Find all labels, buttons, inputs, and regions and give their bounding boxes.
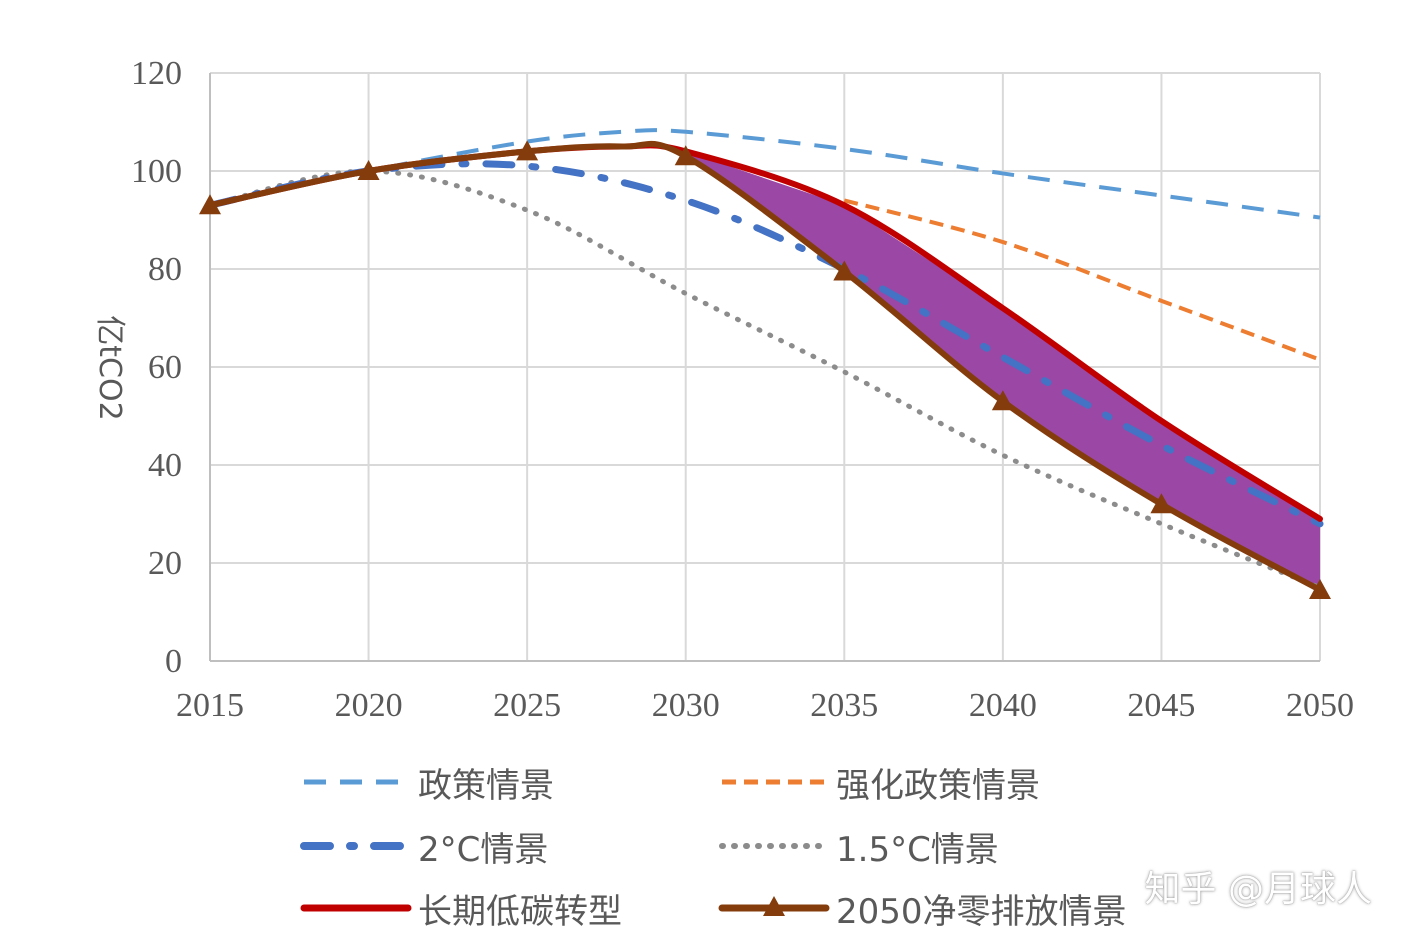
x-tick-labels: 2015 2020 2025 2030 2035 2040 2045 2050 [176, 687, 1354, 724]
x-tick-label: 2015 [176, 687, 244, 724]
y-tick-label: 60 [148, 349, 182, 386]
grid [209, 72, 1321, 662]
triangle-marker [674, 145, 697, 166]
watermark: 知乎 @月球人 [1144, 869, 1372, 910]
x-tick-label: 2030 [652, 687, 720, 724]
series-line [207, 168, 1323, 590]
x-tick-label: 2040 [969, 687, 1037, 724]
triangle-marker [357, 160, 380, 180]
series-markers [199, 140, 1331, 599]
series-lines [206, 128, 1324, 593]
x-tick-label: 2025 [493, 687, 561, 724]
y-tick-label: 120 [131, 55, 182, 92]
y-tick-label: 0 [165, 643, 182, 680]
series-line [843, 198, 1321, 362]
y-axis-label: 亿tCO2 [92, 315, 127, 420]
triangle-marker [1150, 493, 1173, 514]
triangle-marker [1309, 578, 1331, 599]
y-tick-label: 40 [148, 447, 182, 484]
y-tick-label: 100 [131, 153, 182, 190]
y-tick-label: 20 [148, 545, 182, 582]
x-tick-label: 2035 [810, 687, 878, 724]
y-tick-label: 80 [148, 251, 182, 288]
triangle-marker [516, 140, 539, 161]
y-tick-labels: 0 20 40 60 80 100 120 [131, 55, 182, 680]
x-tick-label: 2045 [1127, 687, 1195, 724]
series-line [207, 140, 1323, 593]
x-tick-label: 2050 [1286, 687, 1354, 724]
triangle-marker [833, 260, 856, 281]
triangle-marker [991, 390, 1014, 411]
triangle-marker [199, 194, 221, 215]
x-tick-label: 2020 [335, 687, 403, 724]
